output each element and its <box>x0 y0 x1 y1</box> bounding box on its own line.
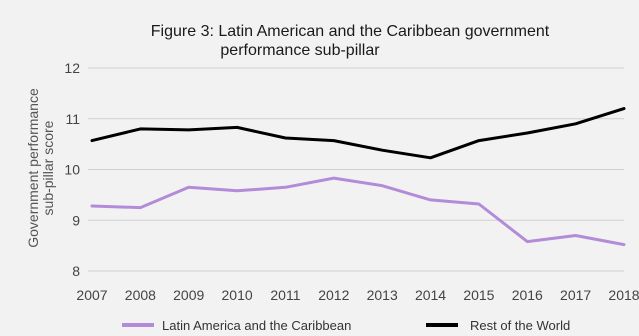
legend-label-1: Rest of the World <box>470 318 570 333</box>
gridlines <box>88 67 624 272</box>
series-line-latin-america <box>90 176 626 247</box>
series-lines <box>90 107 626 247</box>
y-axis-label-line2: sub-pillar score <box>40 120 56 215</box>
x-tick-label: 2015 <box>463 287 494 303</box>
x-tick-label: 2016 <box>512 287 543 303</box>
x-tick-label: 2014 <box>415 287 446 303</box>
x-tick-label: 2008 <box>125 287 156 303</box>
x-tick-label: 2018 <box>608 287 639 303</box>
x-tick-labels: 2007 2008 2009 2010 2011 2012 2013 2014 2015 2016… <box>76 287 639 303</box>
series-line-rest-of-world <box>90 107 626 160</box>
y-tick-label: 9 <box>72 212 80 228</box>
chart-title-line2: performance sub-pillar <box>220 42 380 59</box>
y-tick-label: 10 <box>64 162 80 178</box>
x-tick-label: 2011 <box>270 287 300 303</box>
x-tick-label: 2007 <box>76 287 107 303</box>
x-tick-label: 2009 <box>173 287 204 303</box>
chart-title-line1: Figure 3: Latin American and the Caribbe… <box>151 23 550 40</box>
x-tick-label: 2013 <box>367 287 398 303</box>
x-tick-label: 2012 <box>318 287 349 303</box>
legend: Latin America and the Caribbean Rest of t… <box>122 318 570 333</box>
legend-label-0: Latin America and the Caribbean <box>162 318 351 333</box>
y-tick-label: 8 <box>72 263 80 279</box>
y-axis-label-line1: Government performance <box>25 88 41 248</box>
x-tick-label: 2010 <box>222 287 253 303</box>
y-tick-labels: 8 9 10 11 12 <box>64 60 80 279</box>
x-tick-label: 2017 <box>560 287 591 303</box>
y-tick-label: 12 <box>64 60 80 76</box>
y-tick-label: 11 <box>65 111 80 127</box>
